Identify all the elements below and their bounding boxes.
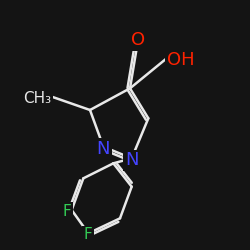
Text: N: N <box>96 140 110 158</box>
Text: OH: OH <box>167 51 194 69</box>
Text: O: O <box>131 31 146 49</box>
Text: N: N <box>125 151 138 169</box>
Text: F: F <box>63 204 72 219</box>
Text: CH₃: CH₃ <box>24 91 52 106</box>
Text: F: F <box>84 227 93 242</box>
